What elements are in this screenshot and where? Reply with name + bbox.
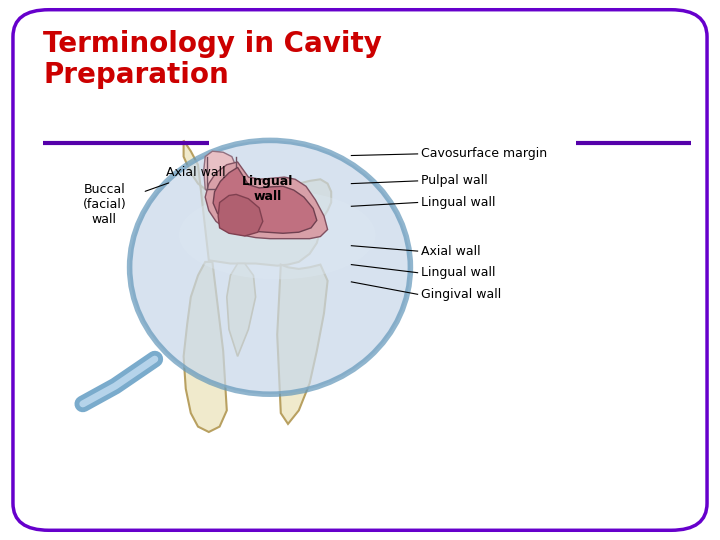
Text: Pulpal wall: Pulpal wall	[421, 174, 488, 187]
Text: Buccal
(facial)
wall: Buccal (facial) wall	[83, 183, 126, 226]
Polygon shape	[218, 194, 263, 236]
Polygon shape	[205, 162, 328, 239]
Text: Lingual wall: Lingual wall	[421, 266, 495, 279]
Text: Cavosurface margin: Cavosurface margin	[421, 147, 547, 160]
Ellipse shape	[179, 191, 376, 279]
Polygon shape	[213, 167, 317, 233]
Polygon shape	[184, 262, 227, 432]
Text: Axial wall: Axial wall	[421, 245, 481, 258]
Polygon shape	[204, 151, 238, 201]
Ellipse shape	[130, 140, 410, 394]
Text: Axial wall: Axial wall	[166, 166, 225, 179]
Text: Lingual
wall: Lingual wall	[242, 175, 294, 203]
Text: Gingival wall: Gingival wall	[421, 288, 501, 301]
FancyBboxPatch shape	[13, 10, 707, 530]
Polygon shape	[277, 265, 328, 424]
Text: Lingual wall: Lingual wall	[421, 196, 495, 209]
Polygon shape	[227, 264, 256, 356]
Text: Terminology in Cavity
Preparation: Terminology in Cavity Preparation	[43, 30, 382, 89]
Polygon shape	[184, 140, 331, 266]
